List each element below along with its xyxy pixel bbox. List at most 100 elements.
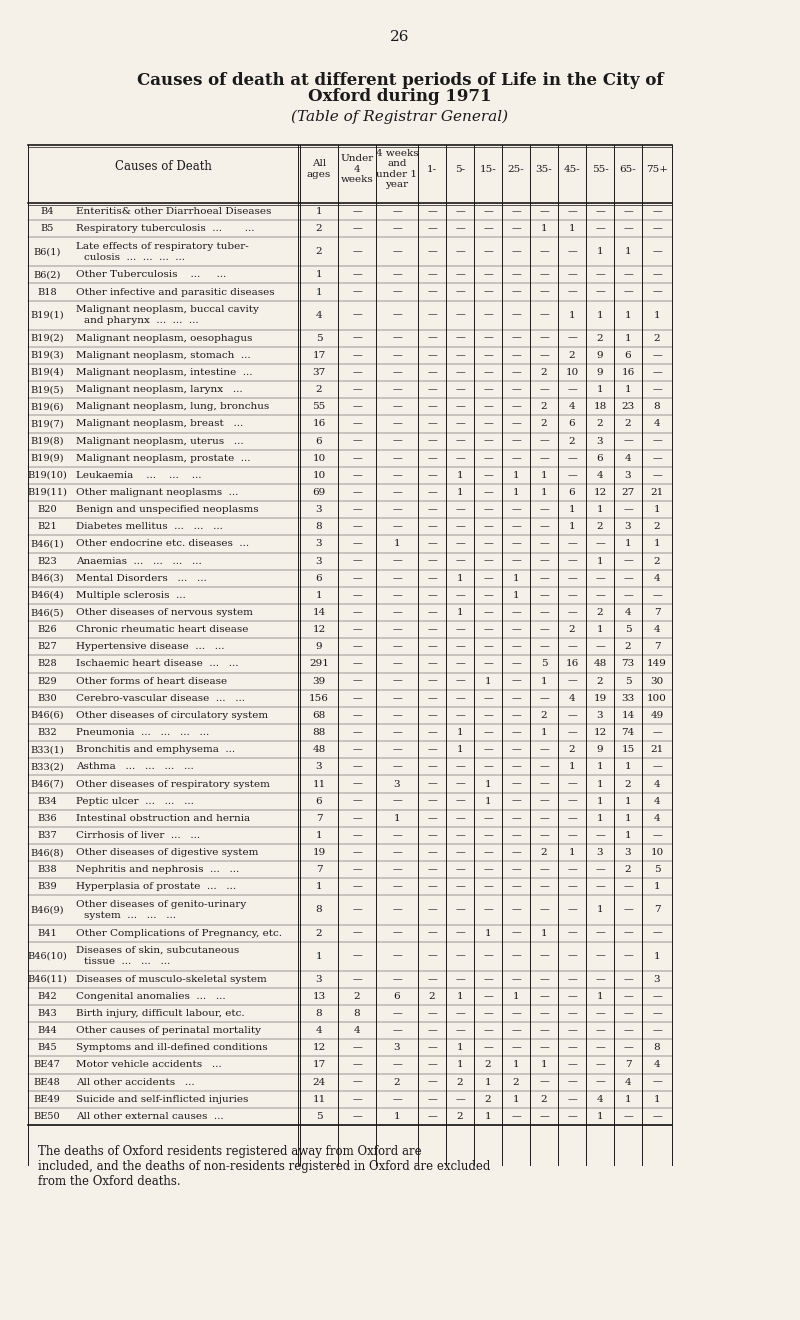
Text: Peptic ulcer  ...   ...   ...: Peptic ulcer ... ... ... <box>76 797 194 805</box>
Text: Other infective and parasitic diseases: Other infective and parasitic diseases <box>76 288 274 297</box>
Text: B19(3): B19(3) <box>30 351 64 360</box>
Text: —: — <box>392 523 402 532</box>
Text: —: — <box>511 271 521 280</box>
Text: —: — <box>427 591 437 599</box>
Text: —: — <box>352 780 362 788</box>
Text: —: — <box>483 351 493 360</box>
Text: system  ...   ...   ...: system ... ... ... <box>84 911 176 920</box>
Text: —: — <box>427 643 437 651</box>
Text: 1: 1 <box>513 991 519 1001</box>
Text: 21: 21 <box>650 746 664 754</box>
Text: —: — <box>511 882 521 891</box>
Text: —: — <box>483 288 493 297</box>
Text: —: — <box>511 420 521 429</box>
Text: 1: 1 <box>597 763 603 771</box>
Text: —: — <box>455 882 465 891</box>
Text: —: — <box>352 247 362 256</box>
Text: —: — <box>427 1026 437 1035</box>
Text: —: — <box>567 454 577 463</box>
Text: —: — <box>455 591 465 599</box>
Text: —: — <box>595 643 605 651</box>
Text: B27: B27 <box>37 643 57 651</box>
Text: 2: 2 <box>316 247 322 256</box>
Text: The deaths of Oxford residents registered away from Oxford are
included, and the: The deaths of Oxford residents registere… <box>38 1144 490 1188</box>
Text: —: — <box>511 557 521 565</box>
Text: 1: 1 <box>625 763 631 771</box>
Text: Multiple sclerosis  ...: Multiple sclerosis ... <box>76 591 186 599</box>
Text: —: — <box>483 952 493 961</box>
Text: —: — <box>567 906 577 915</box>
Text: 26: 26 <box>390 30 410 44</box>
Text: —: — <box>392 677 402 685</box>
Text: 2: 2 <box>569 437 575 446</box>
Text: —: — <box>352 488 362 498</box>
Text: 1: 1 <box>316 271 322 280</box>
Text: —: — <box>427 288 437 297</box>
Text: 3: 3 <box>654 974 660 983</box>
Text: —: — <box>352 1111 362 1121</box>
Text: —: — <box>567 1077 577 1086</box>
Text: —: — <box>455 540 465 549</box>
Text: 8: 8 <box>316 1008 322 1018</box>
Text: —: — <box>455 626 465 634</box>
Text: —: — <box>455 271 465 280</box>
Text: B37: B37 <box>37 832 57 840</box>
Text: —: — <box>539 952 549 961</box>
Text: —: — <box>392 1094 402 1104</box>
Text: —: — <box>539 288 549 297</box>
Text: 23: 23 <box>622 403 634 412</box>
Text: —: — <box>511 523 521 532</box>
Text: 49: 49 <box>650 711 664 719</box>
Text: —: — <box>539 540 549 549</box>
Text: —: — <box>539 609 549 616</box>
Text: 1: 1 <box>513 591 519 599</box>
Text: B28: B28 <box>37 660 57 668</box>
Text: 1: 1 <box>654 506 660 515</box>
Text: —: — <box>455 906 465 915</box>
Text: —: — <box>595 540 605 549</box>
Text: 1: 1 <box>654 882 660 891</box>
Text: 3: 3 <box>316 540 322 549</box>
Text: B6(1): B6(1) <box>34 247 61 256</box>
Text: —: — <box>427 523 437 532</box>
Text: —: — <box>595 591 605 599</box>
Text: —: — <box>483 310 493 319</box>
Text: B38: B38 <box>37 866 57 874</box>
Text: —: — <box>455 780 465 788</box>
Text: —: — <box>352 385 362 395</box>
Text: —: — <box>455 952 465 961</box>
Text: —: — <box>567 247 577 256</box>
Text: —: — <box>483 609 493 616</box>
Text: Ischaemic heart disease  ...   ...: Ischaemic heart disease ... ... <box>76 660 238 668</box>
Text: 1: 1 <box>457 729 463 737</box>
Text: —: — <box>511 1008 521 1018</box>
Text: —: — <box>455 660 465 668</box>
Text: —: — <box>427 660 437 668</box>
Text: —: — <box>455 763 465 771</box>
Text: —: — <box>352 797 362 805</box>
Text: Symptoms and ill-defined conditions: Symptoms and ill-defined conditions <box>76 1043 268 1052</box>
Text: B19(9): B19(9) <box>30 454 64 463</box>
Text: 1: 1 <box>457 1060 463 1069</box>
Text: —: — <box>595 271 605 280</box>
Text: Other diseases of nervous system: Other diseases of nervous system <box>76 609 253 616</box>
Text: —: — <box>427 207 437 216</box>
Text: Hypertensive disease  ...   ...: Hypertensive disease ... ... <box>76 643 225 651</box>
Text: —: — <box>652 1008 662 1018</box>
Text: 4: 4 <box>316 310 322 319</box>
Text: 1: 1 <box>597 1111 603 1121</box>
Text: —: — <box>539 866 549 874</box>
Text: —: — <box>511 1111 521 1121</box>
Text: —: — <box>511 506 521 515</box>
Text: —: — <box>483 729 493 737</box>
Text: —: — <box>427 403 437 412</box>
Text: —: — <box>483 385 493 395</box>
Text: B19(4): B19(4) <box>30 368 64 378</box>
Text: 1: 1 <box>485 677 491 685</box>
Text: —: — <box>483 403 493 412</box>
Text: 2: 2 <box>316 385 322 395</box>
Text: —: — <box>455 334 465 343</box>
Text: Under
4
weeks: Under 4 weeks <box>340 154 374 183</box>
Text: —: — <box>623 224 633 234</box>
Text: 1: 1 <box>485 780 491 788</box>
